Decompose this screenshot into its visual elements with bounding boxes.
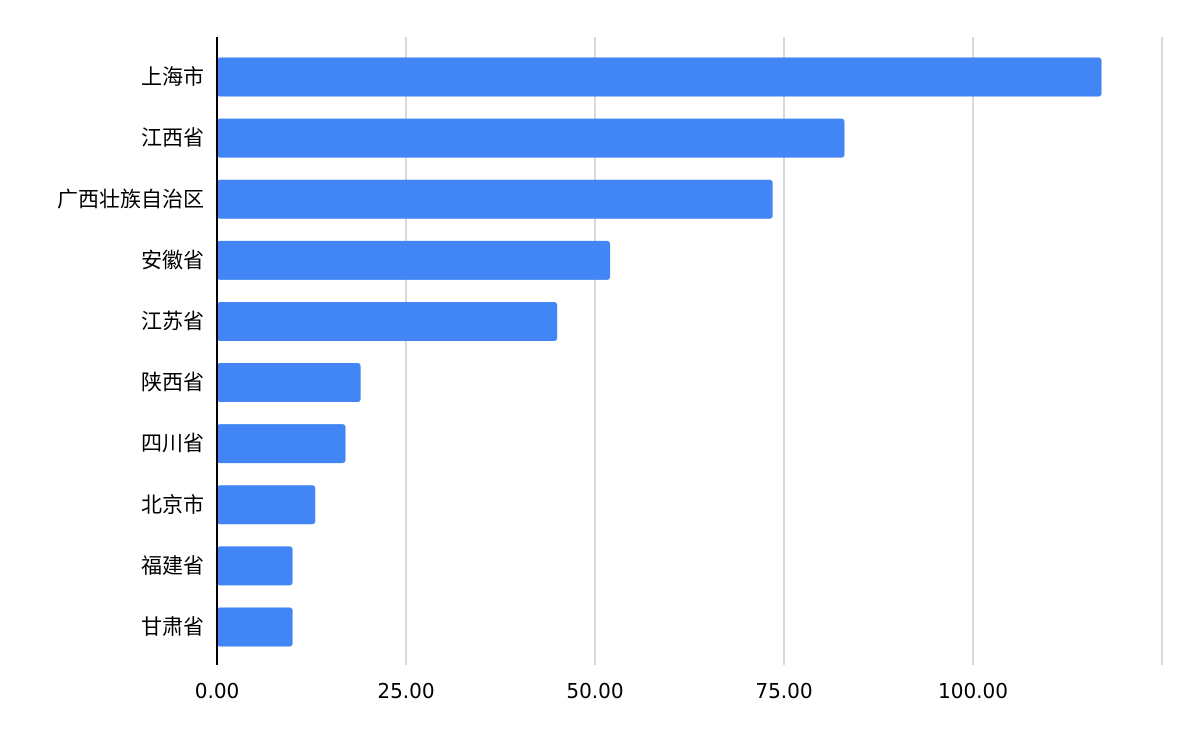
category-label: 安徽省 [141, 248, 204, 272]
category-label: 甘肃省 [141, 615, 204, 639]
bar [217, 118, 845, 158]
bar [217, 301, 558, 341]
category-label: 陕西省 [141, 371, 204, 395]
x-tick-label: 0.00 [195, 679, 240, 703]
category-label: 北京市 [141, 493, 204, 517]
bar [217, 363, 361, 403]
category-label: 广西壮族自治区 [57, 187, 204, 211]
bar [217, 424, 346, 464]
x-tick-label: 25.00 [377, 679, 434, 703]
bar [217, 179, 773, 219]
bar [217, 57, 1102, 97]
bar [217, 546, 293, 586]
bar [217, 607, 293, 647]
x-tick-labels: 0.00 25.00 50.00 75.00 100.00 [195, 679, 1008, 703]
bars [217, 57, 1102, 647]
category-label: 上海市 [141, 65, 204, 89]
x-tick-label: 100.00 [938, 679, 1008, 703]
bar [217, 240, 611, 280]
x-tick-label: 50.00 [566, 679, 623, 703]
category-label: 江苏省 [141, 309, 204, 333]
x-tick-label: 75.00 [755, 679, 812, 703]
category-label: 江西省 [141, 126, 204, 150]
category-label: 福建省 [141, 554, 204, 578]
bar [217, 485, 316, 525]
category-label: 四川省 [141, 432, 204, 456]
